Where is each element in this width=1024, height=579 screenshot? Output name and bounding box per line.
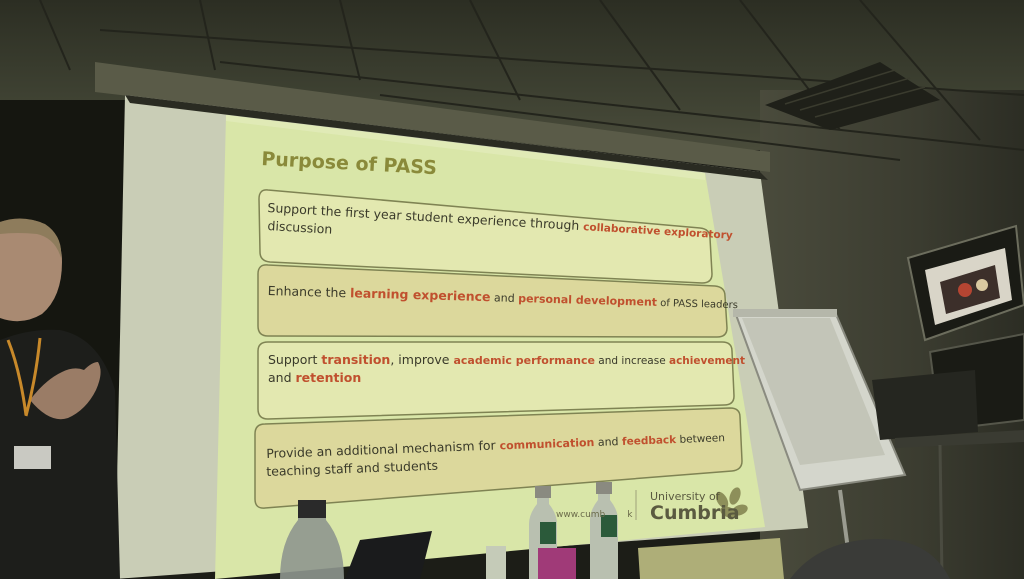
box-4-line-2: teaching staff and students [266, 457, 439, 479]
slide-title: Purpose of PASS [260, 148, 438, 180]
box-1-line-2: discussion [267, 218, 333, 237]
box-4-highlight-2: feedback [621, 433, 677, 448]
box-1-line-1: Support the first year student experienc… [267, 200, 733, 242]
box-3-line-2: and retention [268, 370, 362, 385]
logo-university-of: University of [650, 490, 720, 503]
box-3-highlight-4: retention [295, 370, 362, 385]
box-3-highlight-3: achievement [669, 355, 746, 367]
logo-cumbria: Cumbria [650, 502, 740, 524]
box-2-line: Enhance the learning experience and pers… [267, 283, 739, 312]
box-1-highlight: collaborative exploratory [582, 221, 734, 242]
box-3-highlight-2: academic performance [453, 354, 595, 367]
footer-url: www.cumb k [556, 510, 633, 520]
box-2-highlight-2: personal development [517, 291, 658, 309]
box-3-highlight-1: transition [321, 352, 391, 367]
box-3-line-1: Support transition, improve academic per… [268, 352, 746, 367]
box-2-highlight-1: learning experience [349, 285, 491, 305]
box-4-line-1: Provide an additional mechanism for comm… [266, 432, 726, 461]
box-4-highlight-1: communication [499, 435, 595, 453]
